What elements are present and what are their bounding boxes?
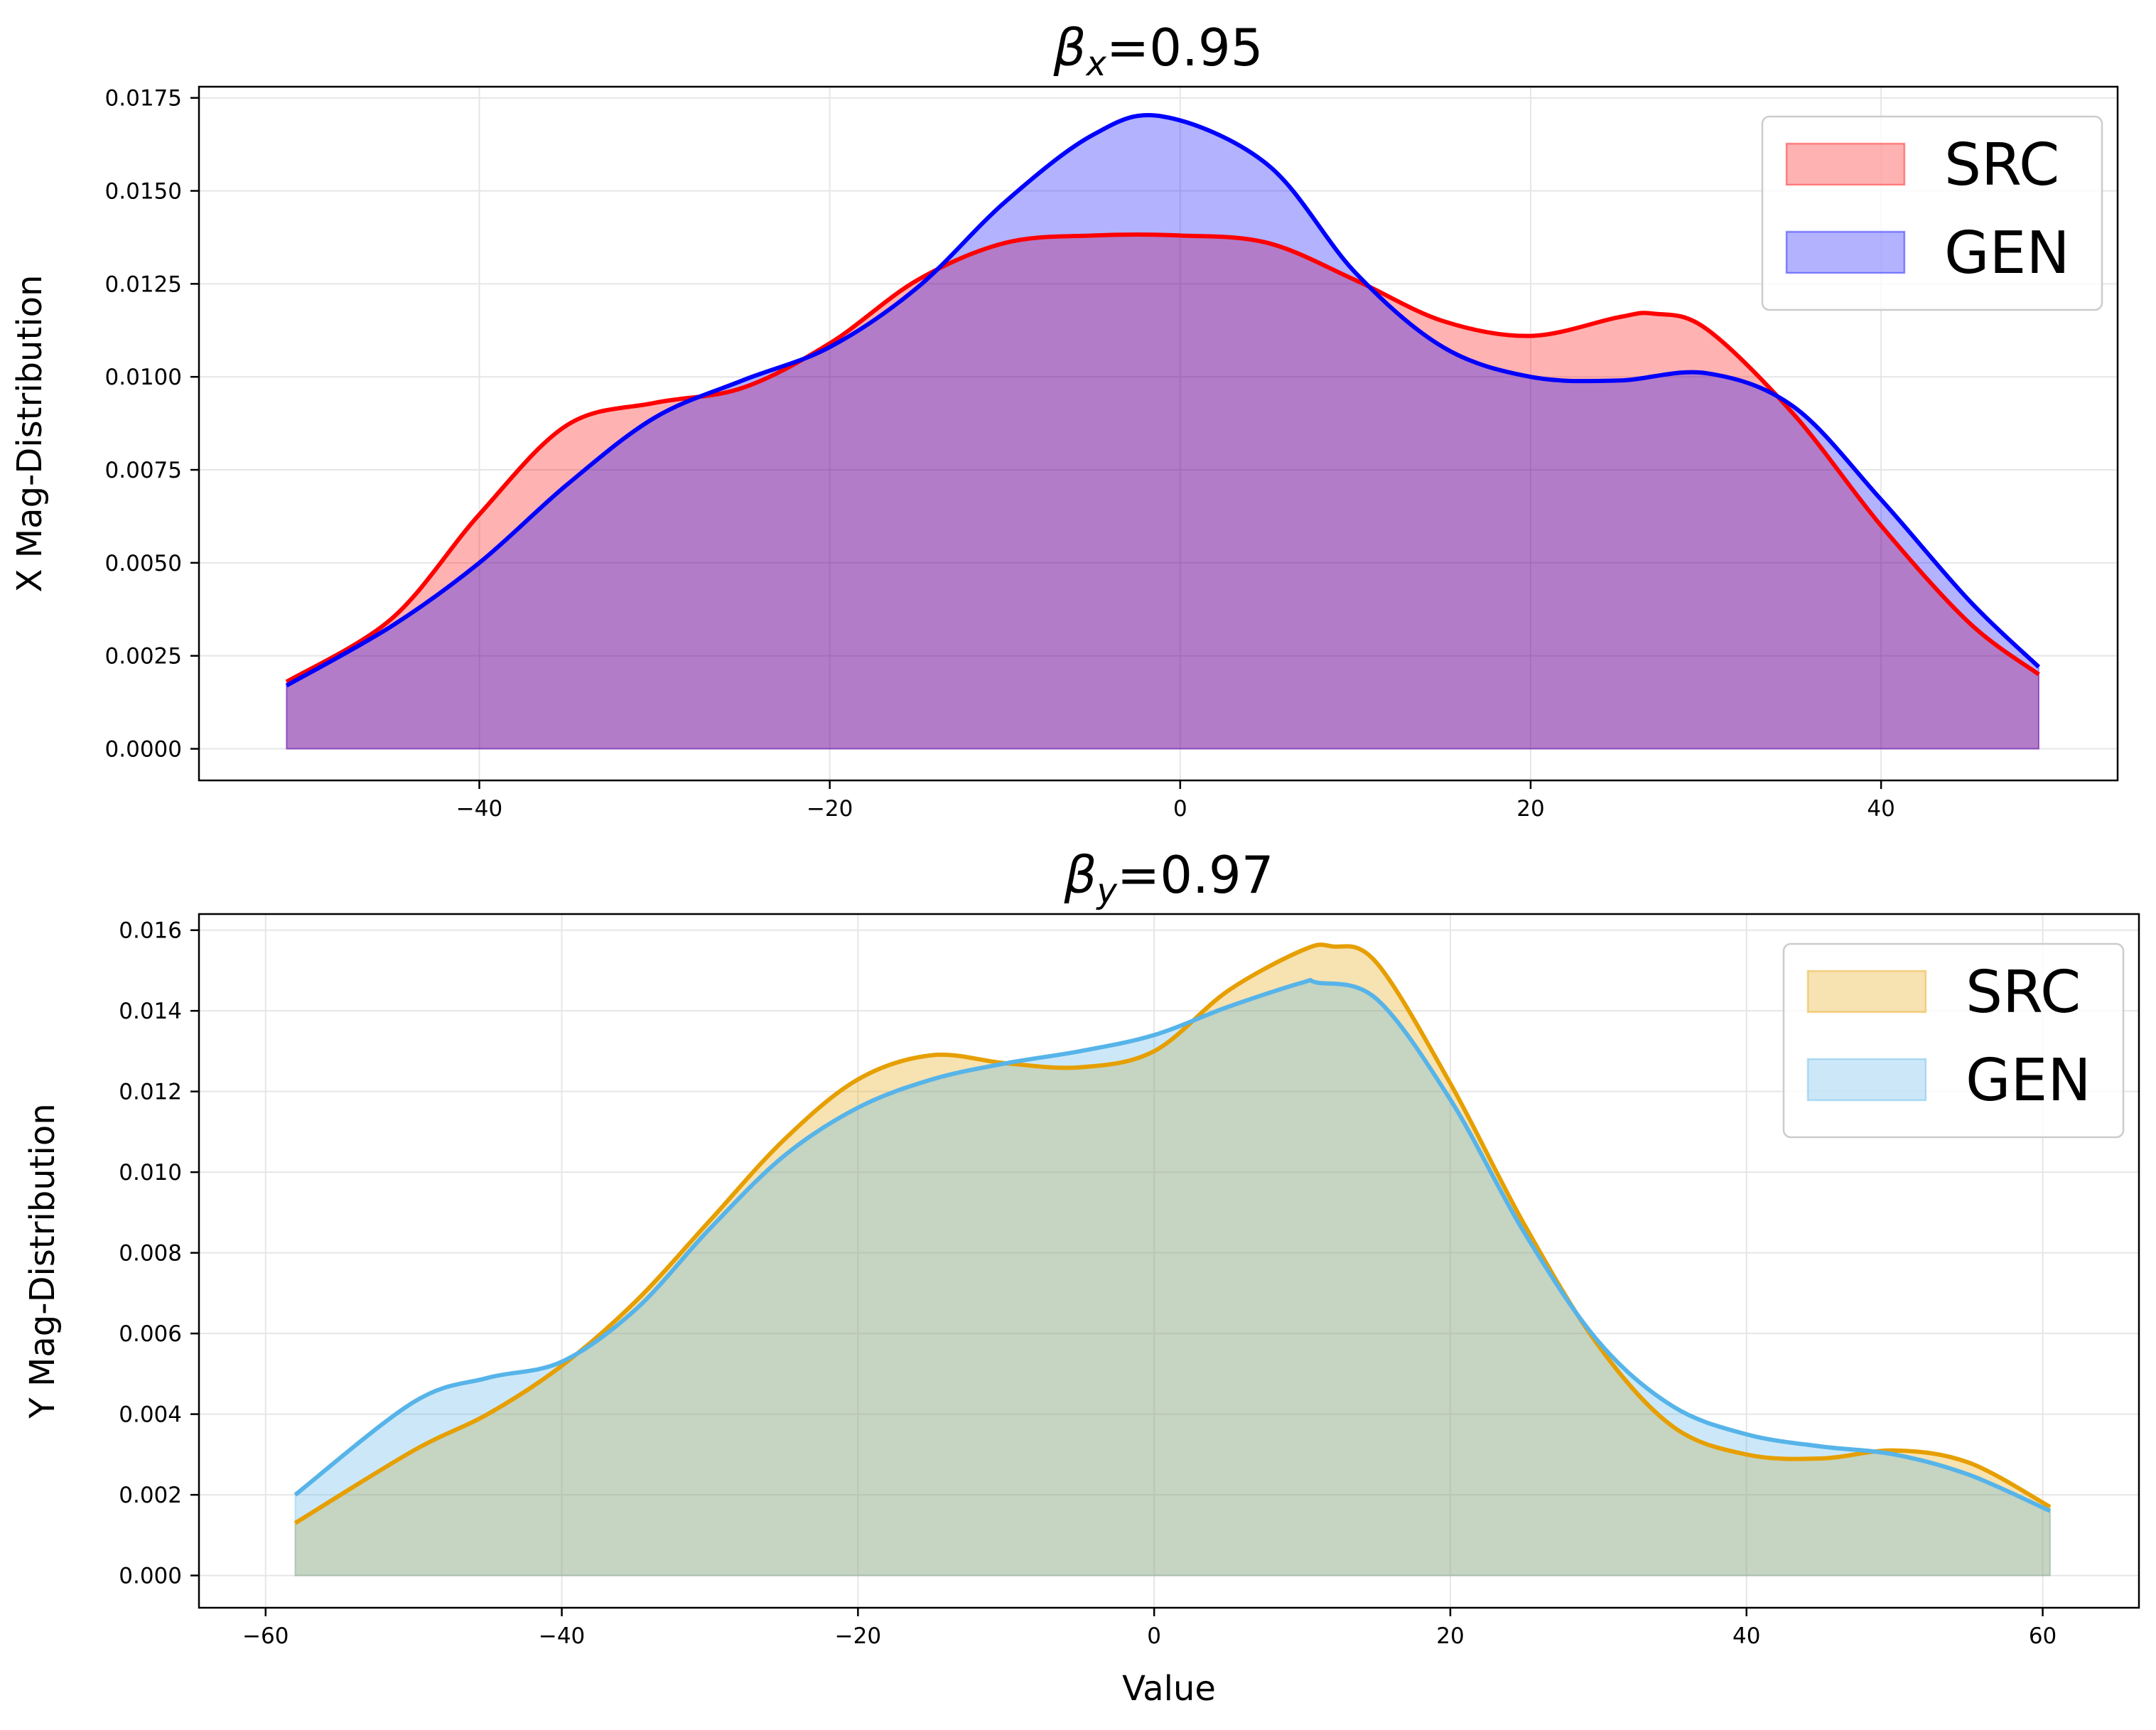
title-value: =0.97 [1117, 845, 1274, 905]
plot-area: −40 −20 0 20 40 0.0000 0.0025 0.0050 0.0075 0.010… [105, 85, 2119, 822]
y-tick-label: 0.006 [119, 1321, 182, 1347]
legend-swatch-src [1806, 969, 1927, 1014]
legend-swatch-src [1785, 142, 1906, 186]
y-tick-label: 0.014 [119, 999, 182, 1024]
legend-label-src: SRC [1944, 131, 2059, 199]
series-line-gen [285, 112, 2041, 688]
legend-swatch-gen [1806, 1058, 1927, 1102]
x-tick-label: −60 [242, 1623, 289, 1649]
legend-label-gen: GEN [1966, 1047, 2091, 1114]
plot-frame [198, 913, 2140, 1609]
x-tick-label: −20 [835, 1623, 881, 1649]
x-tick-label: 60 [2029, 1623, 2057, 1649]
x-tick-label: 40 [1732, 1623, 1760, 1649]
y-tick-label: 0.0150 [105, 179, 182, 205]
y-axis-label: Y Mag-Distribution [23, 1103, 63, 1419]
plot-frame [198, 85, 2119, 782]
title-subscript: y [1095, 871, 1117, 911]
legend: SRC GEN [1782, 942, 2125, 1139]
title-symbol: β [1064, 845, 1097, 905]
legend-swatch-gen [1785, 230, 1906, 274]
chart-title: βx=0.95 [1053, 18, 1263, 84]
y-axis-label: X Mag-Distribution [10, 275, 50, 593]
x-tick-label: 0 [1173, 796, 1187, 822]
y-tick-label: 0.0000 [105, 737, 182, 763]
y-tick-label: 0.0075 [105, 458, 182, 483]
chart-panel-y: −60 −40 −20 0 20 40 60 0.000 0.002 0.004 0.006 0.00… [23, 845, 2140, 1709]
x-tick-label: −40 [539, 1623, 585, 1649]
series-line-gen [293, 977, 2052, 1513]
legend-label-src: SRC [1966, 959, 2081, 1026]
y-tick-label: 0.002 [119, 1483, 182, 1508]
legend-frame [1782, 942, 2125, 1139]
y-tick-label: 0.000 [119, 1564, 182, 1589]
y-tick-label: 0.0050 [105, 551, 182, 576]
y-tick-label: 0.004 [119, 1402, 182, 1428]
title-value: =0.95 [1106, 18, 1263, 77]
y-tick-label: 0.0025 [105, 644, 182, 670]
x-tick-label: 40 [1867, 796, 1894, 822]
legend-frame [1761, 115, 2103, 311]
y-tick-label: 0.012 [119, 1080, 182, 1105]
x-tick-label: 0 [1147, 1623, 1161, 1649]
chart-panel-x: −40 −20 0 20 40 0.0000 0.0025 0.0050 0.0075 0.010… [10, 18, 2119, 822]
y-tick-label: 0.0100 [105, 365, 182, 390]
title-symbol: β [1053, 18, 1087, 77]
x-tick-label: 20 [1436, 1623, 1464, 1649]
y-tick-label: 0.0125 [105, 272, 182, 297]
legend: SRC GEN [1761, 115, 2103, 311]
x-tick-label: −20 [807, 796, 853, 822]
y-tick-label: 0.016 [119, 918, 182, 944]
y-tick-label: 0.008 [119, 1241, 182, 1267]
x-tick-label: −40 [456, 796, 502, 822]
y-tick-label: 0.010 [119, 1160, 182, 1186]
y-tick-label: 0.0175 [105, 86, 182, 112]
legend-label-gen: GEN [1944, 220, 2070, 287]
chart-title: βy=0.97 [1064, 845, 1274, 911]
x-axis-label: Value [1122, 1669, 1216, 1709]
plot-area: −60 −40 −20 0 20 40 60 0.000 0.002 0.004 0.006 0.00… [119, 913, 2140, 1649]
title-subscript: x [1084, 44, 1106, 84]
series-line-src [293, 942, 2052, 1525]
x-tick-label: 20 [1516, 796, 1544, 822]
